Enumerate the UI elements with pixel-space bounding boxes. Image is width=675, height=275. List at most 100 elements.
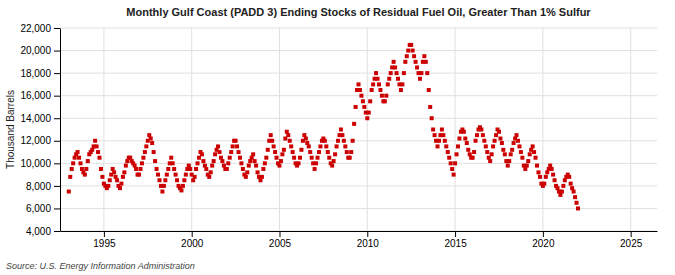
source: Source: U.S. Energy Information Administ… [6,261,195,271]
point [314,161,318,165]
tick: 22,000 [20,23,60,34]
y-axis-title: Thousand Barrels [5,90,16,169]
chart: 19952000200520102015202020254,0006,0008,… [0,0,675,275]
tick: 10,000 [20,158,60,169]
tick: 8,000 [26,181,60,192]
tick-mark [54,208,60,209]
point [326,150,330,154]
point [317,150,321,154]
tick-mark [54,96,60,97]
tick: 2010 [357,231,380,249]
point [141,156,145,160]
point [368,99,372,103]
point [481,133,485,137]
y-axis: 4,0006,0008,00010,00012,00014,00016,0001… [20,23,60,237]
point [308,150,312,154]
point [482,139,486,143]
point [122,170,126,174]
tick-label: 4,000 [26,226,51,237]
point [365,116,369,120]
point [166,167,170,171]
point [437,139,441,143]
point [412,54,416,58]
point [414,60,418,64]
point [229,150,233,154]
point [411,49,415,53]
point [542,182,546,186]
point [392,60,396,64]
point [98,156,102,160]
point [184,173,188,177]
point [538,175,542,179]
point [269,133,273,137]
point [573,195,577,199]
point [472,150,476,154]
point [99,167,103,171]
point [134,167,138,171]
point [550,167,554,171]
point [124,164,128,168]
point [465,141,469,145]
point [418,77,422,81]
tick-label: 12,000 [20,135,51,146]
tick: 2020 [532,231,555,249]
point [386,82,390,86]
point [551,173,555,177]
point [431,128,435,132]
tick: 14,000 [20,113,60,124]
grid-line [60,231,657,232]
grid [60,28,657,231]
point [226,161,230,165]
point [406,49,410,53]
point [106,184,110,188]
point [144,144,148,148]
point [292,156,296,160]
tick-mark [54,73,60,74]
point [389,71,393,75]
grid-line [60,118,657,119]
tick-mark [54,28,60,29]
tick: 2015 [444,231,467,249]
tick-label: 2025 [620,238,643,249]
point [336,139,340,143]
point [474,139,478,143]
tick-label: 16,000 [20,90,51,101]
point [402,71,406,75]
point [440,128,444,132]
point [424,60,428,64]
point [343,144,347,148]
point [433,133,437,137]
point [204,167,208,171]
point [441,133,445,137]
tick-label: 1995 [93,238,116,249]
point [520,156,524,160]
point [277,164,281,168]
point [112,170,116,174]
point [238,156,242,160]
point [217,150,221,154]
tick-mark [631,231,632,237]
point [297,161,301,165]
point [561,184,565,188]
tick-label: 2005 [269,238,292,249]
point [67,190,71,194]
point [449,161,453,165]
point [409,43,413,47]
point [263,161,267,165]
point [349,150,353,154]
tick: 6,000 [26,203,60,214]
point [228,156,232,160]
point [237,150,241,154]
point [304,137,308,141]
tick-mark [367,231,368,237]
point [526,159,530,163]
point [380,94,384,98]
point [456,144,460,148]
point [491,144,495,148]
point [245,170,249,174]
point [361,99,365,103]
tick: 2005 [269,231,292,249]
point [247,164,251,168]
point [342,139,346,143]
point [253,159,257,163]
